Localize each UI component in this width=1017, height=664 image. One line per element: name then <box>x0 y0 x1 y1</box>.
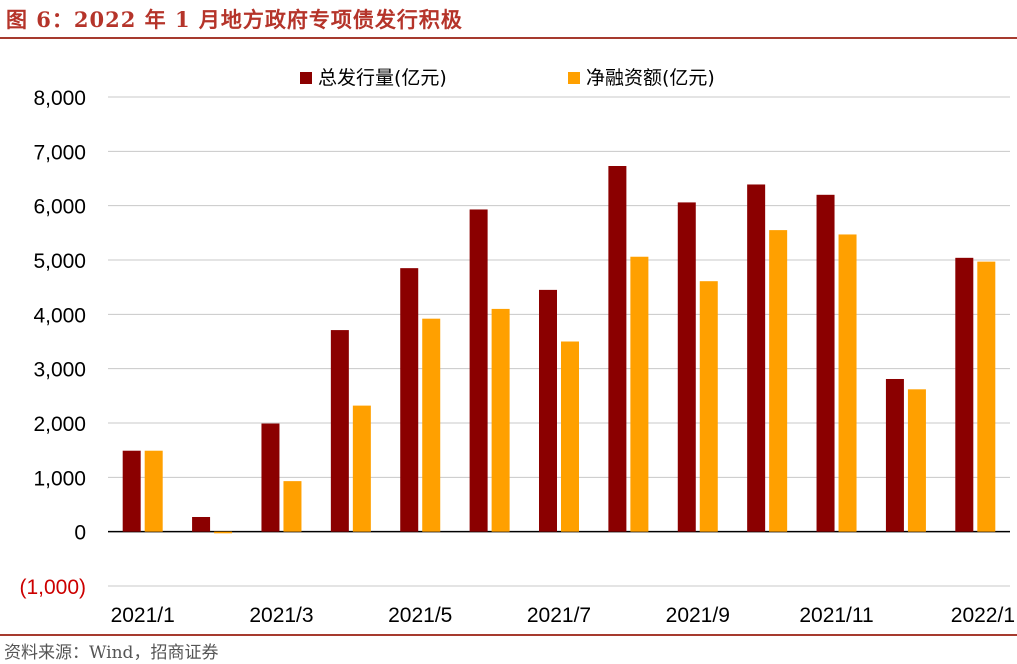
y-tick-label: 3,000 <box>33 359 86 382</box>
bar-total-issuance <box>816 194 835 532</box>
bar-total-issuance <box>539 289 557 532</box>
x-tick-label: 2021/5 <box>388 604 452 627</box>
bar-net-financing <box>630 256 649 532</box>
bar-total-issuance <box>330 330 349 532</box>
bar-net-financing <box>352 405 371 532</box>
y-tick-label: 5,000 <box>33 250 86 273</box>
legend-label: 净融资额(亿元) <box>586 67 715 89</box>
y-tick-label: (1,000) <box>19 576 86 599</box>
bar-net-financing <box>838 234 857 532</box>
bar-total-issuance <box>261 423 280 532</box>
bar-net-financing <box>144 450 163 532</box>
legend-swatch <box>568 72 580 84</box>
x-tick-label: 2021/11 <box>799 604 873 627</box>
figure-title: 图 6：2022 年 1 月地方政府专项债发行积极 <box>6 7 463 32</box>
bar-net-financing <box>214 531 233 534</box>
y-axis-ticks: 8,000 7,000 6,000 5,000 4,000 3,000 2,000 1,000… <box>19 87 86 599</box>
x-tick-label: 2021/1 <box>111 604 175 627</box>
bar-net-financing <box>907 389 926 532</box>
y-tick-label: 8,000 <box>33 87 86 110</box>
x-tick-label: 2021/9 <box>666 604 730 627</box>
source-note: 资料来源：Wind，招商证券 <box>4 643 219 663</box>
bar-total-issuance <box>192 516 211 532</box>
x-tick-label: 2021/3 <box>249 604 313 627</box>
bar-net-financing <box>699 281 718 532</box>
legend-swatch <box>300 72 312 84</box>
bar-total-issuance <box>885 378 904 532</box>
gridlines <box>108 96 1010 587</box>
bar-total-issuance <box>677 202 696 532</box>
source-rule <box>0 634 1017 636</box>
bar-total-issuance <box>469 209 488 532</box>
bar-net-financing <box>977 261 996 532</box>
x-axis-ticks: 2021/1 2021/3 2021/5 2021/7 2021/9 2021/11 202… <box>111 604 1015 627</box>
bar-net-financing <box>491 308 510 532</box>
bar-net-financing <box>422 318 441 532</box>
bar-total-issuance <box>955 257 974 532</box>
bar-net-financing <box>561 341 579 532</box>
y-tick-label: 4,000 <box>33 304 86 327</box>
bar-net-financing <box>283 481 302 532</box>
y-tick-label: 1,000 <box>33 467 86 490</box>
y-tick-label: 7,000 <box>33 141 86 164</box>
legend-label: 总发行量(亿元) <box>318 67 447 89</box>
bar-net-financing <box>769 230 788 532</box>
title-rule <box>0 37 1017 39</box>
y-tick-label: 6,000 <box>33 196 86 219</box>
bar-total-issuance <box>747 184 766 532</box>
y-tick-label: 0 <box>74 522 86 545</box>
y-tick-label: 2,000 <box>33 413 86 436</box>
x-tick-label: 2021/7 <box>527 604 591 627</box>
bars <box>122 166 996 534</box>
bar-total-issuance <box>122 450 141 532</box>
bar-total-issuance <box>608 166 627 532</box>
bar-total-issuance <box>400 268 419 532</box>
x-tick-label: 2022/1 <box>951 604 1015 627</box>
legend: 总发行量(亿元) 净融资额(亿元) <box>300 67 715 89</box>
